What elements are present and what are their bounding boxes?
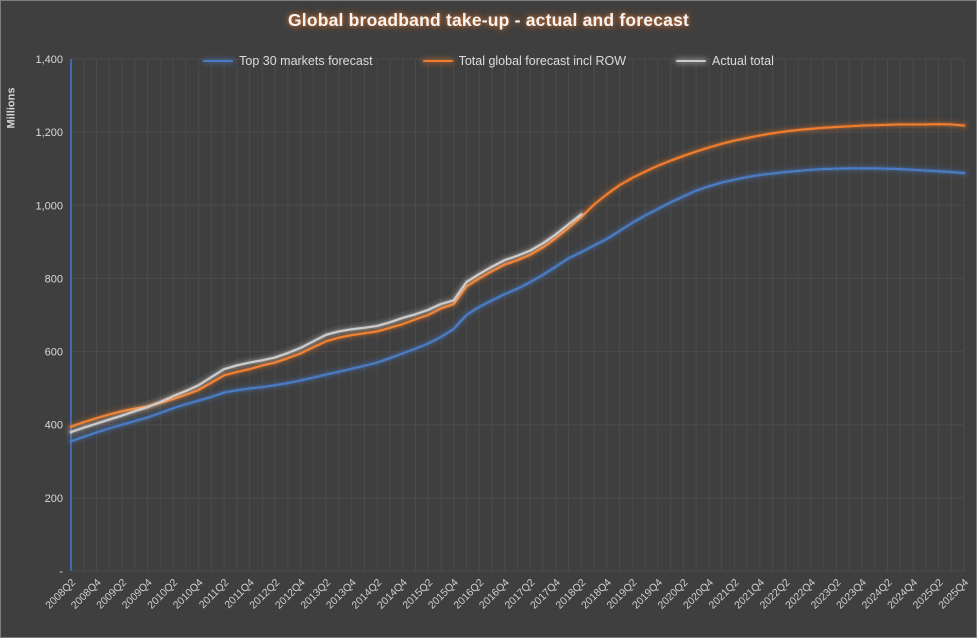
svg-text:200: 200 [45, 493, 63, 505]
series-line-actual-total [65, 208, 588, 439]
x-axis-tick-labels: 2008Q22008Q42009Q22009Q42010Q22010Q42011… [43, 577, 971, 612]
y-axis-tick-labels: - 200 400 600 800 1,000 1,200 1,400 [35, 54, 63, 578]
horizontal-gridlines [71, 58, 964, 572]
svg-text:-: - [59, 566, 63, 578]
series-line-total-global-forecast-incl-row [65, 118, 970, 433]
svg-text:800: 800 [45, 273, 63, 285]
svg-text:1,000: 1,000 [35, 200, 63, 212]
svg-text:400: 400 [45, 420, 63, 432]
svg-text:1,200: 1,200 [35, 127, 63, 139]
series-line-top-30-markets-forecast [65, 162, 970, 448]
chart-title: Global broadband take-up - actual and fo… [287, 10, 690, 30]
vertical-gridlines [83, 59, 965, 571]
svg-text:600: 600 [45, 347, 63, 359]
svg-text:1,400: 1,400 [35, 54, 63, 66]
